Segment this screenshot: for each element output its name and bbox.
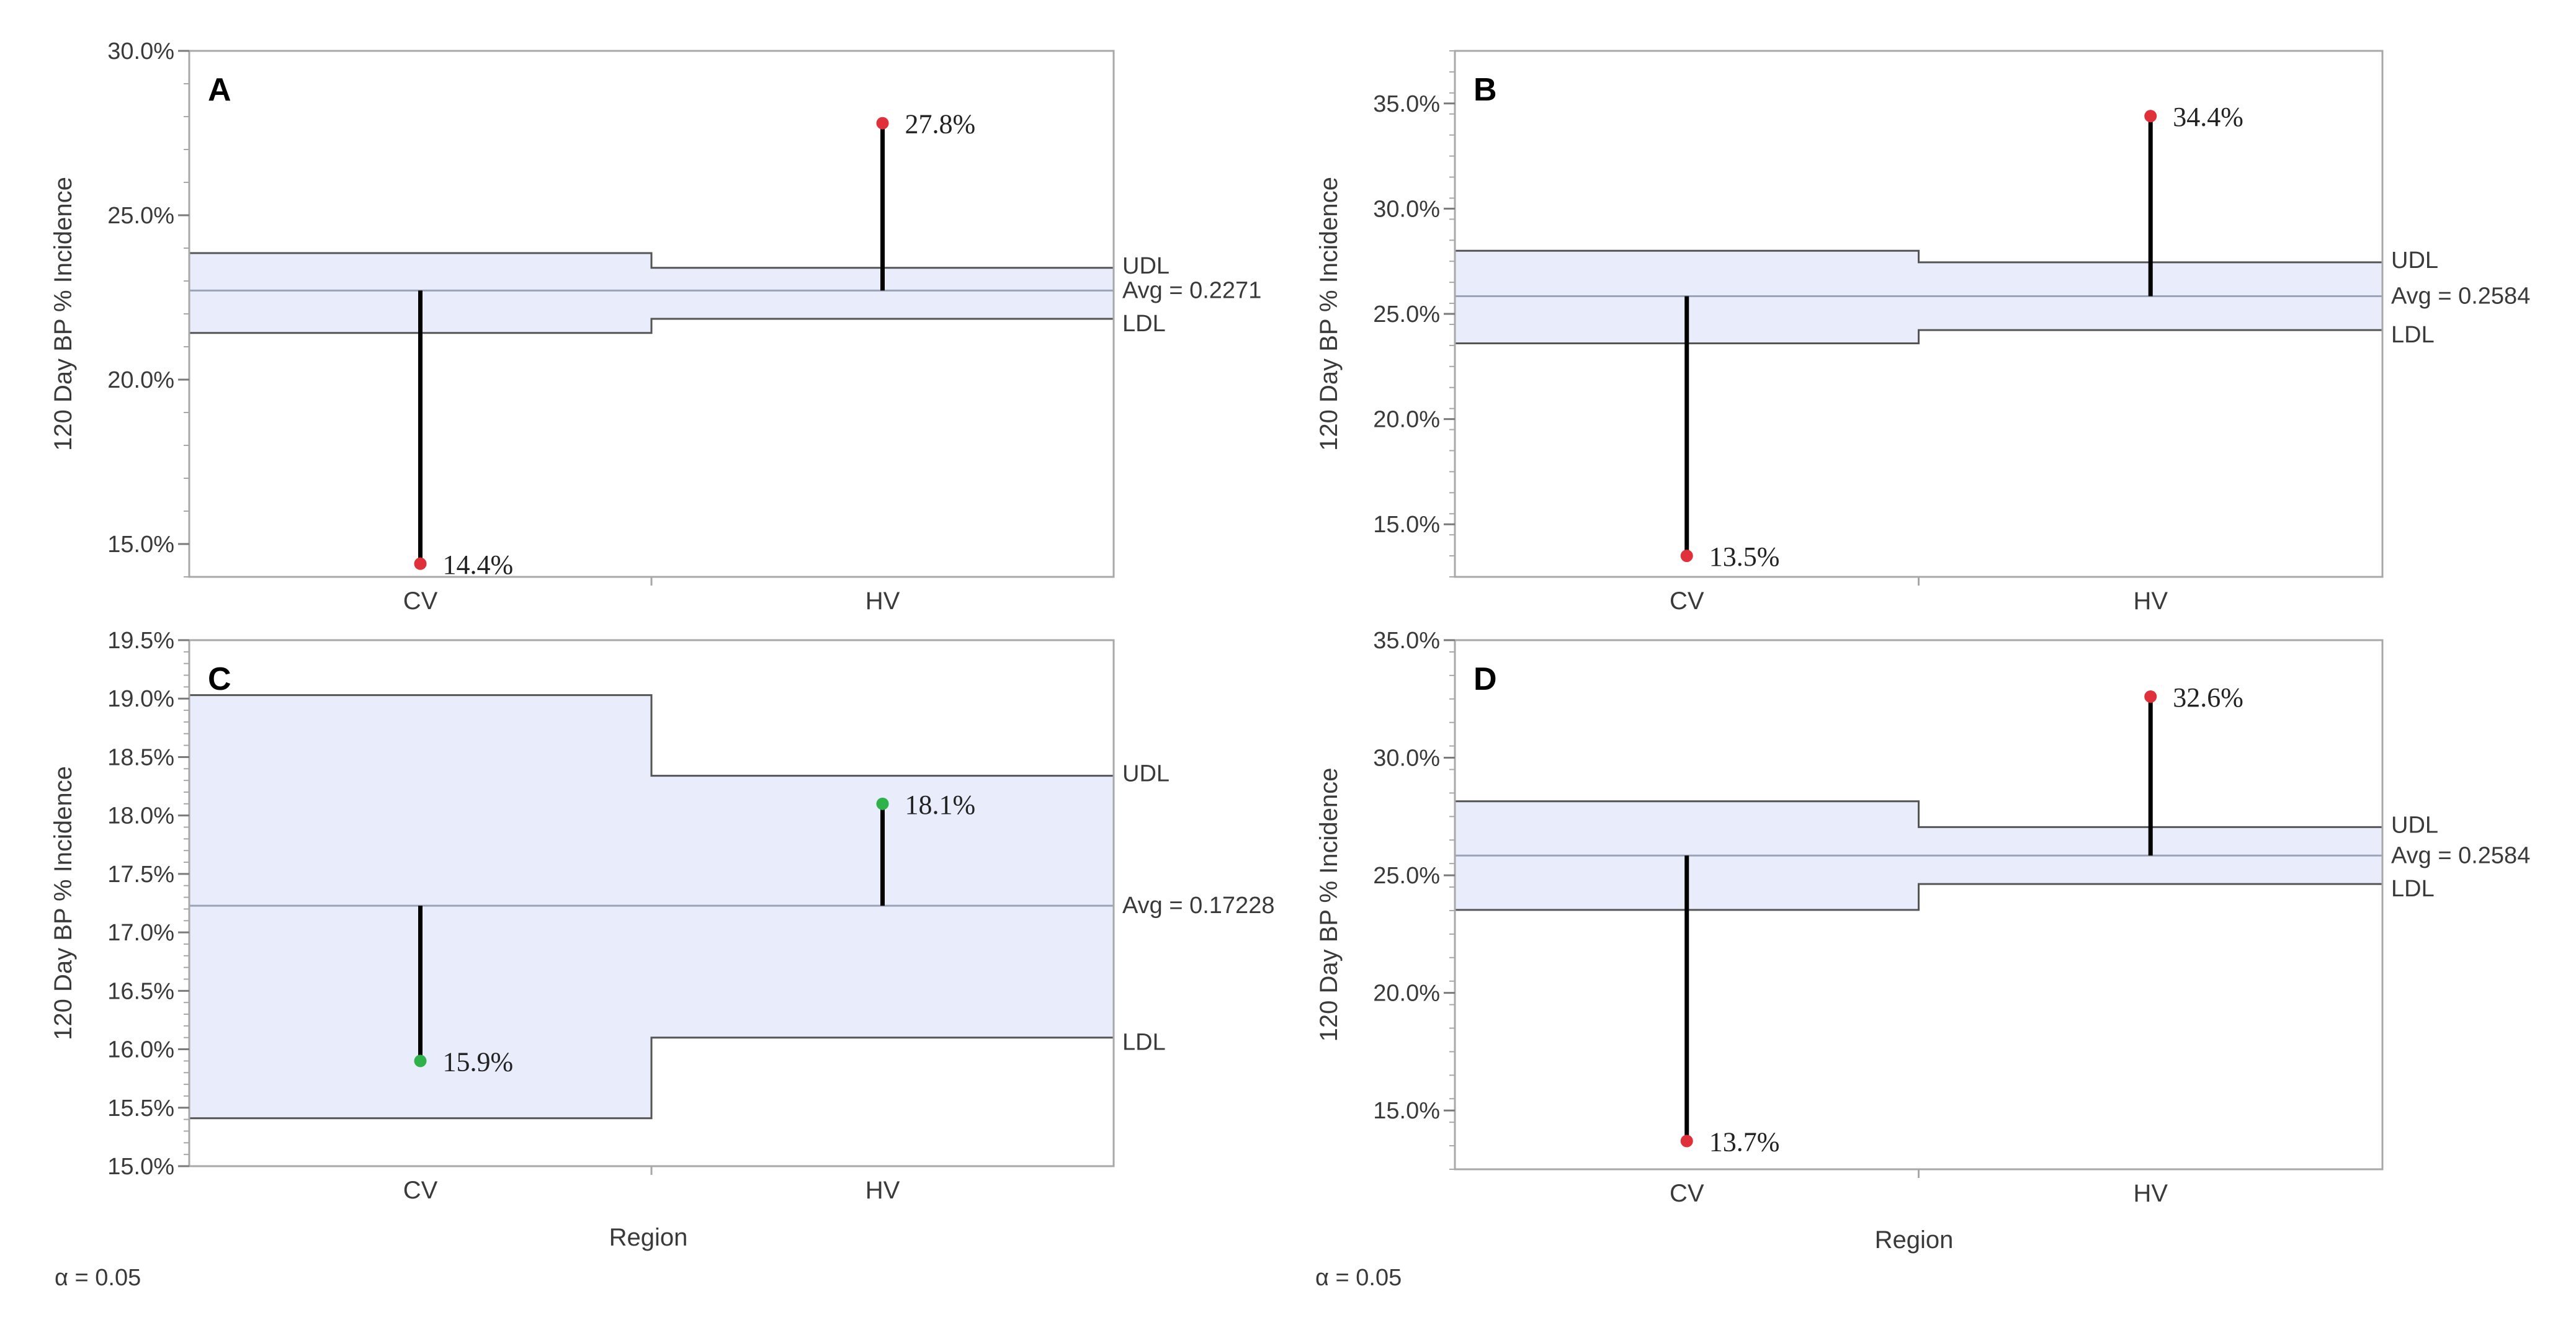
data-label: 18.1%	[905, 790, 976, 820]
x-axis-label-left: Region	[609, 1224, 688, 1251]
mean-point	[2144, 690, 2157, 703]
y-tick-label: 19.5%	[107, 628, 174, 654]
avg-label: Avg = 0.2584	[2391, 842, 2530, 868]
mean-point	[876, 117, 889, 130]
x-category-label: CV	[1670, 1180, 1704, 1207]
data-label: 32.6%	[2173, 682, 2243, 713]
x-category-label: HV	[865, 587, 900, 615]
udl-label: UDL	[2391, 248, 2438, 274]
udl-label: UDL	[1122, 253, 1169, 279]
y-tick-label: 25.0%	[107, 203, 174, 229]
mean-point	[414, 557, 427, 570]
panel-letter: C	[208, 661, 231, 697]
chart-panel-a: 15.0% 20.0% 25.0% 30.0% CV HV 120 Day BP % Inc…	[50, 38, 1261, 615]
x-category-label: HV	[2133, 587, 2168, 615]
y-axis-title: 120 Day BP % Incidence	[1315, 177, 1343, 451]
ldl-label: LDL	[2391, 876, 2435, 902]
y-tick-label: 15.5%	[107, 1095, 174, 1122]
panel-letter: B	[1474, 72, 1497, 108]
y-tick-label: 25.0%	[1373, 863, 1440, 889]
y-axis-title: 120 Day BP % Incidence	[50, 177, 77, 451]
y-tick-label: 15.0%	[1373, 1098, 1440, 1124]
data-label: 13.5%	[1709, 542, 1780, 572]
y-tick-label: 30.0%	[107, 38, 174, 65]
mean-point	[414, 1055, 427, 1068]
data-label: 34.4%	[2173, 102, 2243, 132]
y-tick-label: 35.0%	[1373, 91, 1440, 117]
y-tick-label: 15.0%	[107, 1154, 174, 1180]
chart-panel-b: 15.0% 20.0% 25.0% 30.0% 35.0% CV HV 120 Day BP …	[1315, 50, 2530, 615]
y-axis-title: 120 Day BP % Incidence	[1315, 768, 1343, 1042]
panel-letter: D	[1474, 661, 1497, 697]
x-category-label: CV	[403, 587, 438, 615]
mean-point	[1680, 550, 1693, 563]
y-tick-label: 16.0%	[107, 1037, 174, 1063]
alpha-note-right: α = 0.05	[1315, 1265, 1402, 1291]
y-tick-label: 16.5%	[107, 978, 174, 1004]
y-tick-label: 19.0%	[107, 686, 174, 712]
ldl-label: LDL	[2391, 322, 2435, 348]
mean-point	[1680, 1135, 1693, 1148]
data-label: 14.4%	[443, 550, 514, 580]
x-category-label: HV	[865, 1177, 900, 1204]
data-label: 27.8%	[905, 109, 976, 140]
chart-panel-c: 15.0% 15.5% 16.0% 16.5% 17.0% 17.5% 18.0% 18.5%…	[50, 628, 1274, 1204]
avg-label: Avg = 0.2584	[2391, 283, 2530, 310]
ldl-line	[189, 1037, 1114, 1120]
y-tick-label: 20.0%	[1373, 407, 1440, 433]
y-tick-label: 30.0%	[1373, 746, 1440, 772]
y-tick-label: 30.0%	[1373, 196, 1440, 222]
y-tick-label: 17.0%	[107, 920, 174, 946]
x-category-label: CV	[1670, 587, 1704, 615]
y-axis-title: 120 Day BP % Incidence	[50, 766, 77, 1040]
alpha-note-left: α = 0.05	[55, 1265, 141, 1291]
chart-panel-d: 15.0% 20.0% 25.0% 30.0% 35.0% CV HV 120 Day BP …	[1315, 628, 2530, 1207]
y-tick-label: 18.5%	[107, 744, 174, 770]
ldl-label: LDL	[1122, 311, 1166, 337]
y-tick-label: 15.0%	[107, 532, 174, 558]
x-category-label: CV	[403, 1177, 438, 1204]
x-category-label: HV	[2133, 1180, 2168, 1207]
y-tick-label: 15.0%	[1373, 512, 1440, 538]
mean-point	[2144, 110, 2157, 123]
data-label: 13.7%	[1709, 1127, 1780, 1157]
y-tick-label: 20.0%	[107, 367, 174, 393]
avg-label: Avg = 0.2271	[1122, 277, 1261, 303]
y-tick-label: 25.0%	[1373, 301, 1440, 328]
y-tick-label: 20.0%	[1373, 981, 1440, 1007]
ldl-label: LDL	[1122, 1030, 1166, 1056]
x-axis-label-right: Region	[1875, 1226, 1954, 1254]
data-label: 15.9%	[443, 1046, 514, 1077]
udl-label: UDL	[1122, 761, 1169, 787]
y-tick-label: 18.0%	[107, 803, 174, 829]
y-tick-label: 35.0%	[1373, 628, 1440, 654]
udl-line	[189, 694, 1114, 777]
avg-label: Avg = 0.17228	[1122, 893, 1274, 919]
udl-label: UDL	[2391, 812, 2438, 838]
panel-letter: A	[208, 72, 231, 108]
y-tick-label: 17.5%	[107, 862, 174, 888]
mean-point	[876, 797, 889, 810]
